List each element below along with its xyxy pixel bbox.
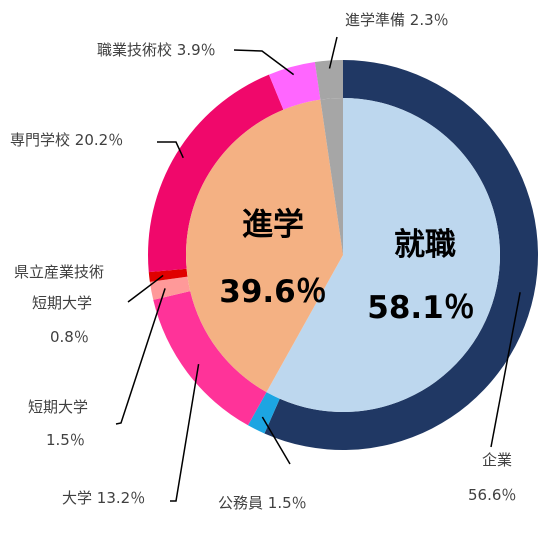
leader-line-7 — [490, 292, 521, 448]
label-shingaku-junbi: 進学準備 2.3％ — [345, 11, 449, 29]
outer-segment-5 — [148, 74, 284, 273]
leader-line-2 — [157, 141, 184, 159]
label-tanki-daigaku: 短期大学 — [28, 398, 88, 416]
label-kigyo-value: 56.6％ — [468, 486, 516, 504]
label-senmon-gakko: 専門学校 20.2％ — [10, 131, 123, 149]
inner-pie — [186, 98, 500, 412]
label-shokugyo-gijutsuko: 職業技術校 3.9％ — [97, 41, 216, 59]
outer-segment-0 — [264, 60, 538, 451]
label-kenritsu-line1: 県立産業技術 — [14, 263, 104, 281]
inner-value-1: 58.1％ — [367, 290, 475, 326]
label-kigyo: 企業 — [482, 451, 512, 469]
label-kenritsu-value: 0.8％ — [50, 328, 89, 346]
label-daigaku: 大学 13.2％ — [62, 489, 145, 507]
inner-segment-2 — [320, 98, 343, 255]
label-kenritsu-line2: 短期大学 — [32, 294, 92, 312]
label-komuin: 公務員 1.5％ — [218, 494, 307, 512]
label-tanki-daigaku-value: 1.5％ — [46, 431, 85, 449]
outer-segment-3 — [149, 276, 191, 300]
inner-label-1: 就職 — [394, 227, 456, 263]
inner-segment-0 — [266, 98, 500, 412]
leader-line-1 — [233, 49, 295, 76]
leader-line-4 — [115, 288, 166, 425]
leader-line-0 — [328, 36, 338, 69]
outer-segment-1 — [247, 392, 280, 434]
leader-line-3 — [127, 274, 164, 303]
leader-line-5 — [170, 364, 200, 502]
leader-line-6 — [261, 416, 291, 465]
outer-segment-7 — [314, 60, 343, 100]
inner-value-0: 39.6％ — [219, 274, 327, 310]
leader-lines — [115, 36, 521, 502]
inner-label-0: 進学 — [242, 207, 304, 243]
outer-segment-2 — [153, 291, 267, 426]
inner-segment-1 — [186, 99, 343, 393]
outer-segment-6 — [268, 62, 321, 110]
